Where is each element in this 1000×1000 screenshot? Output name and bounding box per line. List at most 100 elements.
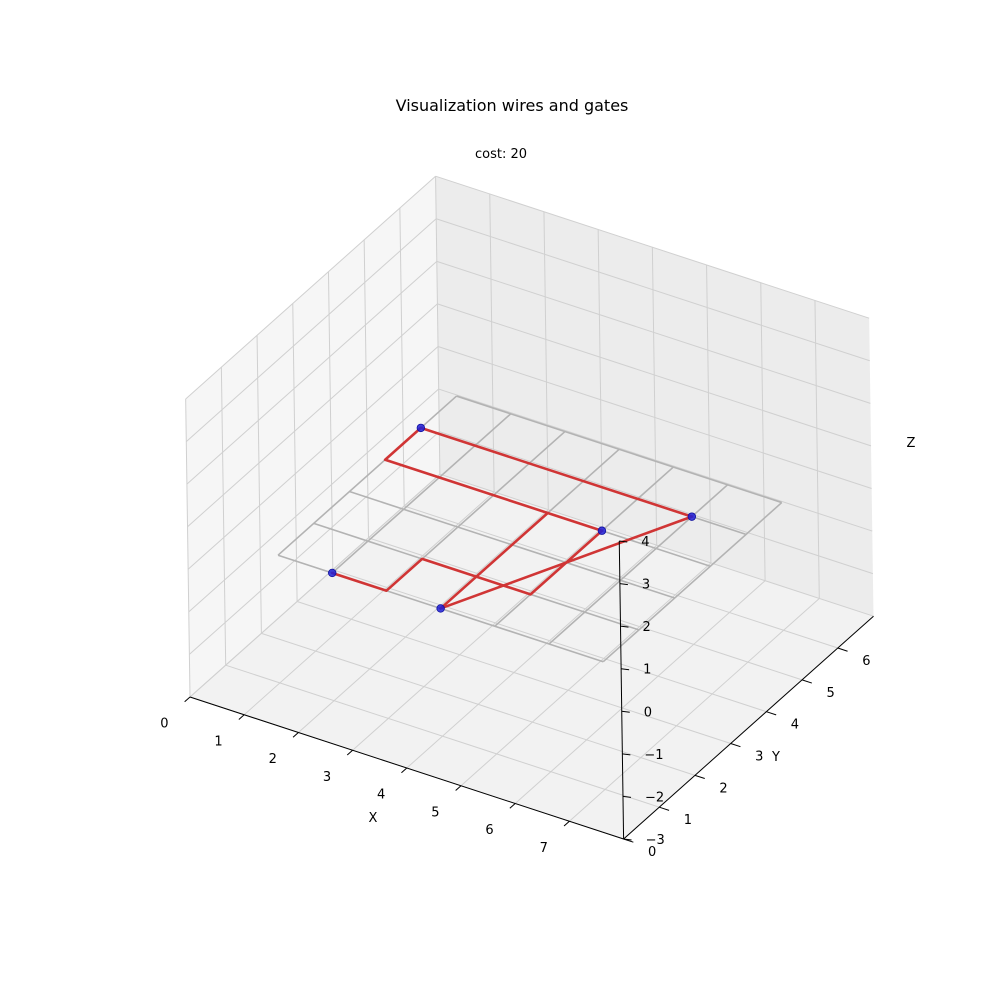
wire-path	[419, 426, 694, 518]
x-tick-label: 3	[323, 770, 331, 785]
wire-path	[383, 426, 550, 610]
floor-gridline	[404, 505, 838, 649]
x-tick-label: 5	[431, 805, 439, 820]
back-gridline	[436, 218, 870, 362]
chart-title: Visualization wires and gates	[396, 96, 629, 115]
left-gridline	[363, 239, 369, 538]
board-gridline	[602, 501, 783, 663]
gate-point	[416, 423, 426, 433]
floor-gridline	[569, 598, 820, 822]
floor-gridline	[296, 601, 731, 744]
back-gridline	[435, 176, 441, 475]
z-tick	[620, 625, 629, 628]
y-tick-label: 1	[684, 813, 692, 828]
z-axis-line	[618, 541, 625, 840]
z-axis-label: Z	[907, 436, 916, 451]
left-gridline	[185, 175, 436, 400]
left-gridline	[189, 431, 440, 655]
floor-gridline	[332, 569, 767, 713]
back-gridline	[436, 260, 871, 404]
x-tick	[401, 767, 408, 774]
x-tick-label: 2	[269, 752, 277, 767]
z-tick-label: 0	[644, 705, 652, 720]
z-tick-label: −3	[646, 833, 665, 848]
y-tick	[659, 806, 670, 811]
y-tick	[694, 774, 705, 780]
wire-path	[546, 511, 604, 533]
back-gridline	[760, 282, 766, 581]
back-gridline	[439, 431, 874, 575]
z-tick-label: 1	[643, 663, 651, 678]
chart-subtitle: cost: 20	[475, 147, 527, 162]
gate-point	[328, 568, 337, 578]
back-gridline	[439, 473, 874, 617]
y-tick-label: 4	[791, 718, 799, 733]
y-tick	[730, 743, 741, 748]
floor-gridline	[406, 544, 658, 769]
y-tick	[837, 647, 848, 652]
z-tick-label: 3	[642, 578, 650, 593]
gate-point	[687, 512, 697, 521]
left-gridline	[399, 208, 405, 507]
z-tick	[621, 710, 630, 713]
x-tick-label: 1	[214, 734, 222, 749]
floor-gridline	[460, 562, 712, 787]
x-tick-label: 0	[160, 717, 168, 732]
back-gridline	[543, 211, 549, 510]
y-tick-label: 6	[862, 654, 870, 669]
x-tick	[563, 820, 570, 827]
wire-path	[330, 529, 604, 596]
floor-gridline	[298, 509, 549, 733]
x-tick	[346, 749, 353, 756]
left-gridline	[189, 473, 441, 698]
back-gridline	[438, 388, 873, 532]
back-gridline	[435, 175, 870, 319]
board-gridline	[548, 484, 729, 645]
back-gridline	[437, 346, 872, 489]
floor-gridline	[514, 580, 766, 804]
x-tick	[509, 803, 516, 809]
z-tick-label: 2	[643, 620, 651, 635]
y-tick-label: 2	[719, 781, 727, 796]
left-gridline	[188, 388, 439, 613]
x-tick	[184, 696, 191, 703]
x-tick	[455, 785, 462, 791]
floor-gridline	[225, 664, 660, 808]
back-gridline	[437, 303, 872, 447]
back-gridline	[489, 193, 495, 492]
y-tick	[801, 679, 813, 684]
y-tick-label: 0	[648, 845, 656, 860]
left-pane	[185, 176, 440, 697]
wires	[330, 426, 694, 610]
left-gridline	[187, 303, 438, 528]
y-tick-label: 5	[826, 686, 834, 701]
y-tick	[766, 711, 777, 716]
left-gridline	[185, 399, 191, 698]
z-tick-label: −2	[645, 790, 664, 805]
left-gridline	[220, 367, 227, 666]
floor-gridline	[368, 537, 803, 681]
z-tick	[619, 540, 628, 543]
gate-point	[597, 526, 607, 535]
z-tick	[619, 583, 628, 586]
board-gridline	[277, 395, 458, 556]
board-gridline	[456, 395, 782, 504]
gate-point	[436, 604, 445, 613]
left-gridline	[256, 335, 262, 634]
back-gridline	[706, 264, 712, 563]
left-gridline	[292, 303, 298, 602]
z-tick-label: 4	[641, 535, 649, 550]
axes: 0 1 2 3 4 5 6 7 0 1 2 3 4 5 6 −3 −2 −1 0 1 2 3 4	[160, 535, 874, 860]
back-gridline	[597, 229, 603, 528]
x-axis-label: X	[369, 811, 378, 826]
y-tick-label: 3	[755, 749, 763, 764]
back-gridline	[814, 300, 820, 599]
gates	[328, 423, 697, 613]
x-tick	[292, 732, 299, 738]
floor-gridline	[243, 491, 495, 716]
board-gridline	[331, 413, 512, 574]
z-tick	[622, 795, 632, 798]
x-tick-label: 6	[485, 823, 493, 838]
y-axis-line	[623, 615, 874, 840]
